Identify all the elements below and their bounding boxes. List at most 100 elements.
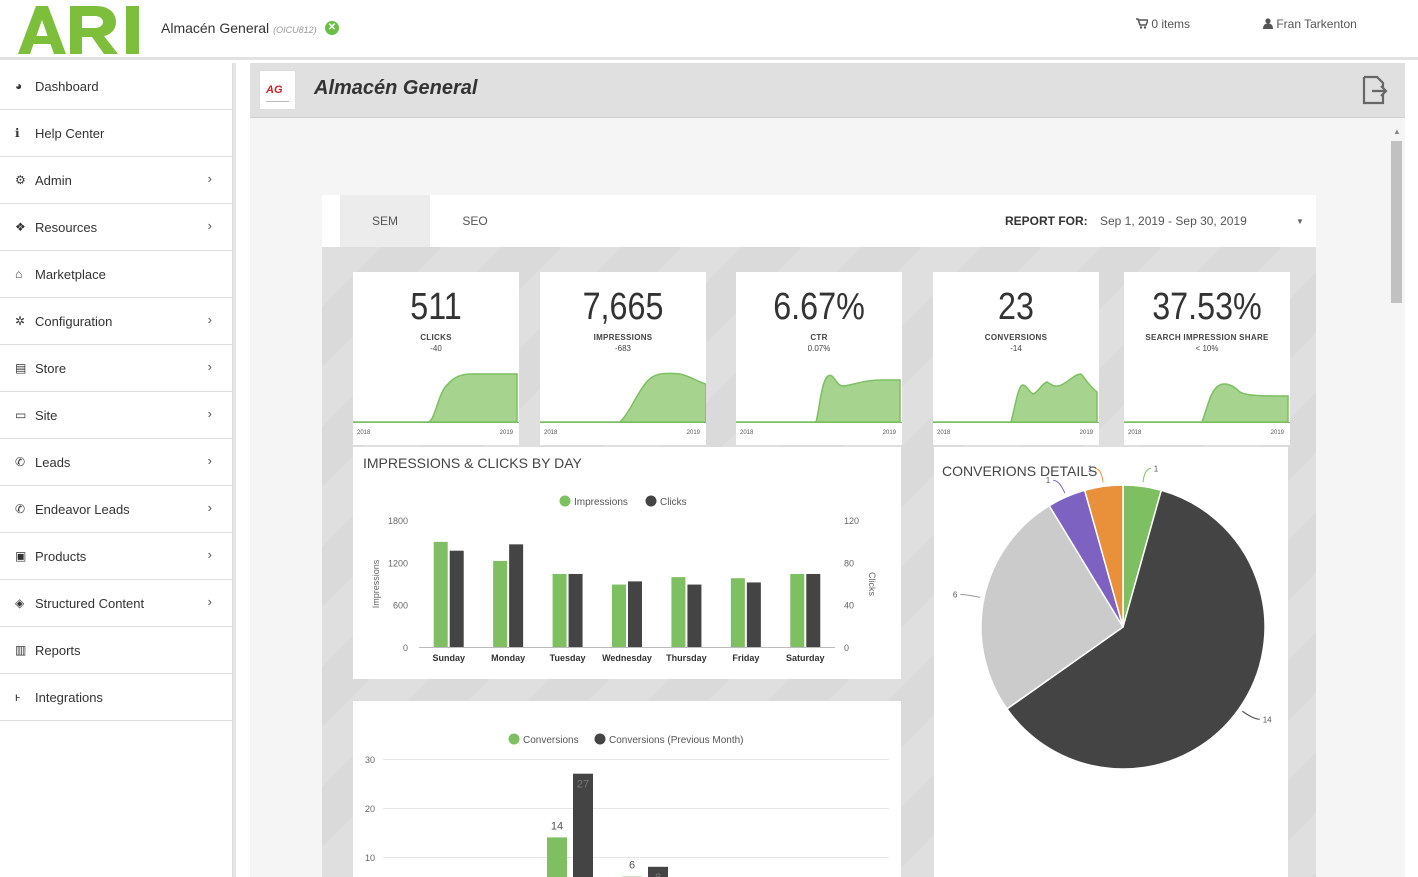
bar-impressions[interactable] bbox=[552, 573, 567, 647]
sidebar-item-endeavor-leads[interactable]: ✆ Endeavor Leads › bbox=[0, 486, 232, 533]
y2-tick-label: 0 bbox=[844, 643, 849, 653]
kpi-value: 7,665 bbox=[582, 286, 664, 328]
kpi-card-ctr: 6.67% CTR 0.07% 2018 2019 bbox=[736, 272, 902, 445]
cart-icon bbox=[1136, 18, 1150, 29]
bar-clicks[interactable] bbox=[568, 573, 583, 647]
bar-impressions[interactable] bbox=[671, 577, 686, 647]
cogs-icon: ⚙ bbox=[15, 173, 26, 187]
bar-clicks[interactable] bbox=[746, 582, 761, 647]
kpi-value: 6.67% bbox=[773, 286, 865, 328]
sidebar-item-label: Reports bbox=[35, 642, 81, 658]
data-label: 8 bbox=[655, 872, 661, 877]
sidebar-item-reports[interactable]: ▥ Reports bbox=[0, 627, 232, 674]
ari-logo[interactable] bbox=[18, 4, 155, 56]
sidebar-item-site[interactable]: ▭ Site › bbox=[0, 392, 232, 439]
tab-sem[interactable]: SEM bbox=[340, 195, 430, 247]
chevron-right-icon: › bbox=[207, 312, 212, 327]
chevron-right-icon: › bbox=[207, 547, 212, 562]
kpi-delta: -683 bbox=[614, 344, 631, 353]
user-menu[interactable]: Fran Tarkenton bbox=[1263, 17, 1357, 31]
page-header: AG Almacén General bbox=[250, 63, 1405, 118]
pie-slice-gray[interactable] bbox=[980, 504, 1125, 710]
bar-impressions[interactable] bbox=[790, 573, 805, 647]
kpi-sparkline bbox=[353, 373, 519, 423]
kpi-label: CONVERSIONS bbox=[984, 333, 1048, 342]
pie-leader-line bbox=[1053, 479, 1066, 494]
scrollbar-thumb[interactable] bbox=[1391, 141, 1402, 303]
bar-clicks[interactable] bbox=[806, 573, 821, 647]
kpi-end-year: 2019 bbox=[882, 430, 896, 436]
pie-label: 6 bbox=[953, 590, 958, 599]
bar-clicks[interactable] bbox=[687, 584, 702, 647]
building-icon: ▤ bbox=[15, 361, 27, 375]
y2-axis-label: Clicks bbox=[867, 572, 877, 596]
sidebar-item-integrations[interactable]: ⱶ Integrations bbox=[0, 674, 232, 721]
chevron-right-icon: › bbox=[207, 218, 212, 233]
exit-icon[interactable] bbox=[1360, 75, 1388, 105]
sidebar-item-label: Help Center bbox=[35, 125, 105, 141]
sidebar: ◕ Dashboard ℹ Help Center ⚙ Admin › ❖ Resources ›… bbox=[0, 63, 233, 877]
impressions-clicks-chart: Impressions Clicks 0 600 1200 1800 0 40 80 120 Imp… bbox=[371, 495, 877, 663]
legend-label-conversions-previous[interactable]: Conversions (Previous Month) bbox=[609, 735, 744, 746]
tab-seo[interactable]: SEO bbox=[462, 214, 488, 228]
bar-impressions[interactable] bbox=[433, 541, 448, 647]
pie-label: 1 bbox=[1154, 464, 1159, 473]
cart-link[interactable]: 0 items bbox=[1136, 17, 1190, 31]
kpi-label: CLICKS bbox=[420, 333, 452, 342]
page-title: Almacén General bbox=[314, 77, 478, 99]
y-tick-label: 30 bbox=[365, 755, 375, 765]
chevron-right-icon: › bbox=[207, 500, 212, 515]
legend-label-clicks[interactable]: Clicks bbox=[660, 497, 687, 508]
cart-label: 0 items bbox=[1151, 17, 1191, 31]
sidebar-item-help-center[interactable]: ℹ Help Center bbox=[0, 110, 232, 157]
pie-slice-orange[interactable] bbox=[1083, 484, 1124, 628]
sidebar-item-resources[interactable]: ❖ Resources › bbox=[0, 204, 232, 251]
bar-impressions[interactable] bbox=[612, 584, 626, 647]
x-tick-label: Friday bbox=[732, 653, 759, 663]
bar-conversions-previous[interactable] bbox=[573, 773, 593, 877]
bar-impressions[interactable] bbox=[730, 578, 745, 647]
bar-clicks[interactable] bbox=[509, 544, 524, 647]
sidebar-item-dashboard[interactable]: ◕ Dashboard bbox=[0, 63, 232, 110]
sidebar-item-structured-content[interactable]: ◈ Structured Content › bbox=[0, 580, 232, 627]
sidebar-item-label: Admin bbox=[35, 172, 72, 188]
sidebar-item-store[interactable]: ▤ Store › bbox=[0, 345, 232, 392]
legend-marker-conversions-previous bbox=[594, 733, 606, 745]
scrollbar[interactable] bbox=[1387, 124, 1405, 877]
data-label: 27 bbox=[577, 779, 589, 791]
bar-conversions[interactable] bbox=[547, 837, 567, 877]
sidebar-item-admin[interactable]: ⚙ Admin › bbox=[0, 157, 232, 204]
kpi-end-year: 2019 bbox=[686, 430, 700, 436]
legend-marker-clicks bbox=[645, 495, 657, 507]
store-code: (OICU812) bbox=[273, 25, 317, 35]
kpi-start-year: 2018 bbox=[937, 430, 951, 436]
sidebar-item-marketplace[interactable]: ⌂ Marketplace bbox=[0, 251, 232, 298]
scroll-up-icon[interactable]: ▲ bbox=[1393, 127, 1401, 136]
y-tick-label: 1200 bbox=[388, 558, 408, 568]
kpi-sparkline bbox=[540, 372, 706, 423]
bar-clicks[interactable] bbox=[449, 550, 464, 647]
clear-store-icon[interactable]: ✕ bbox=[325, 21, 339, 35]
pie-slice-dark[interactable] bbox=[1005, 489, 1266, 770]
legend-label-impressions[interactable]: Impressions bbox=[574, 497, 628, 508]
store-name[interactable]: Almacén General (OICU812) bbox=[161, 20, 317, 36]
sidebar-item-label: Site bbox=[35, 407, 58, 423]
bar-conversions-previous[interactable] bbox=[648, 866, 668, 877]
sidebar-divider bbox=[233, 63, 249, 877]
sidebar-item-configuration[interactable]: ✲ Configuration › bbox=[0, 298, 232, 345]
svg-text:AG: AG bbox=[265, 84, 283, 96]
sidebar-item-products[interactable]: ▣ Products › bbox=[0, 533, 232, 580]
legend-label-conversions[interactable]: Conversions bbox=[523, 735, 579, 746]
sidebar-item-leads[interactable]: ✆ Leads › bbox=[0, 439, 232, 486]
bar-clicks[interactable] bbox=[628, 581, 642, 647]
kpi-value: 23 bbox=[998, 286, 1034, 328]
chevron-down-icon[interactable]: ▼ bbox=[1296, 217, 1304, 226]
report-date-range-select[interactable]: Sep 1, 2019 - Sep 30, 2019 bbox=[1100, 214, 1247, 228]
kpi-delta: -40 bbox=[430, 344, 442, 353]
y-tick-label: 600 bbox=[393, 601, 408, 611]
kpi-sparkline bbox=[736, 374, 902, 423]
phone-icon: ✆ bbox=[15, 455, 26, 469]
bar-impressions[interactable] bbox=[493, 560, 508, 647]
sidebar-item-label: Leads bbox=[35, 454, 71, 470]
conversions-pie-chart: 1 14 6 1 1 bbox=[953, 464, 1272, 770]
